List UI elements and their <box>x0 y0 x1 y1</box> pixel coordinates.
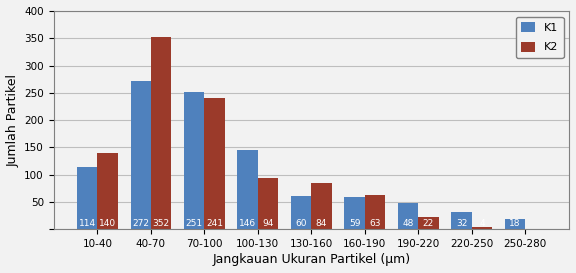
Bar <box>291 197 311 229</box>
Bar <box>344 197 365 229</box>
Text: 32: 32 <box>456 218 467 227</box>
Text: 272: 272 <box>132 218 149 227</box>
Bar <box>151 37 171 229</box>
Y-axis label: Jumlah Partikel: Jumlah Partikel <box>7 73 20 167</box>
Text: 146: 146 <box>239 218 256 227</box>
Legend: K1, K2: K1, K2 <box>516 16 563 58</box>
Text: 18: 18 <box>509 218 521 227</box>
Bar <box>184 92 204 229</box>
Text: 352: 352 <box>153 218 169 227</box>
Text: 114: 114 <box>78 218 96 227</box>
Text: 251: 251 <box>185 218 203 227</box>
Text: 241: 241 <box>206 218 223 227</box>
Bar <box>77 167 97 229</box>
Bar <box>237 150 258 229</box>
Bar <box>505 219 525 229</box>
Text: 63: 63 <box>369 218 381 227</box>
Text: 84: 84 <box>316 218 327 227</box>
Text: 94: 94 <box>262 218 274 227</box>
Bar <box>452 212 472 229</box>
X-axis label: Jangkauan Ukuran Partikel (μm): Jangkauan Ukuran Partikel (μm) <box>213 253 410 266</box>
Text: 59: 59 <box>349 218 361 227</box>
Bar <box>258 178 278 229</box>
Bar <box>204 98 225 229</box>
Bar <box>418 217 439 229</box>
Text: 48: 48 <box>403 218 414 227</box>
Bar <box>472 227 492 229</box>
Bar <box>131 81 151 229</box>
Text: 140: 140 <box>99 218 116 227</box>
Text: 4: 4 <box>479 218 485 227</box>
Bar <box>398 203 418 229</box>
Text: 60: 60 <box>295 218 307 227</box>
Bar <box>97 153 118 229</box>
Bar <box>311 183 332 229</box>
Text: 22: 22 <box>423 218 434 227</box>
Bar <box>365 195 385 229</box>
